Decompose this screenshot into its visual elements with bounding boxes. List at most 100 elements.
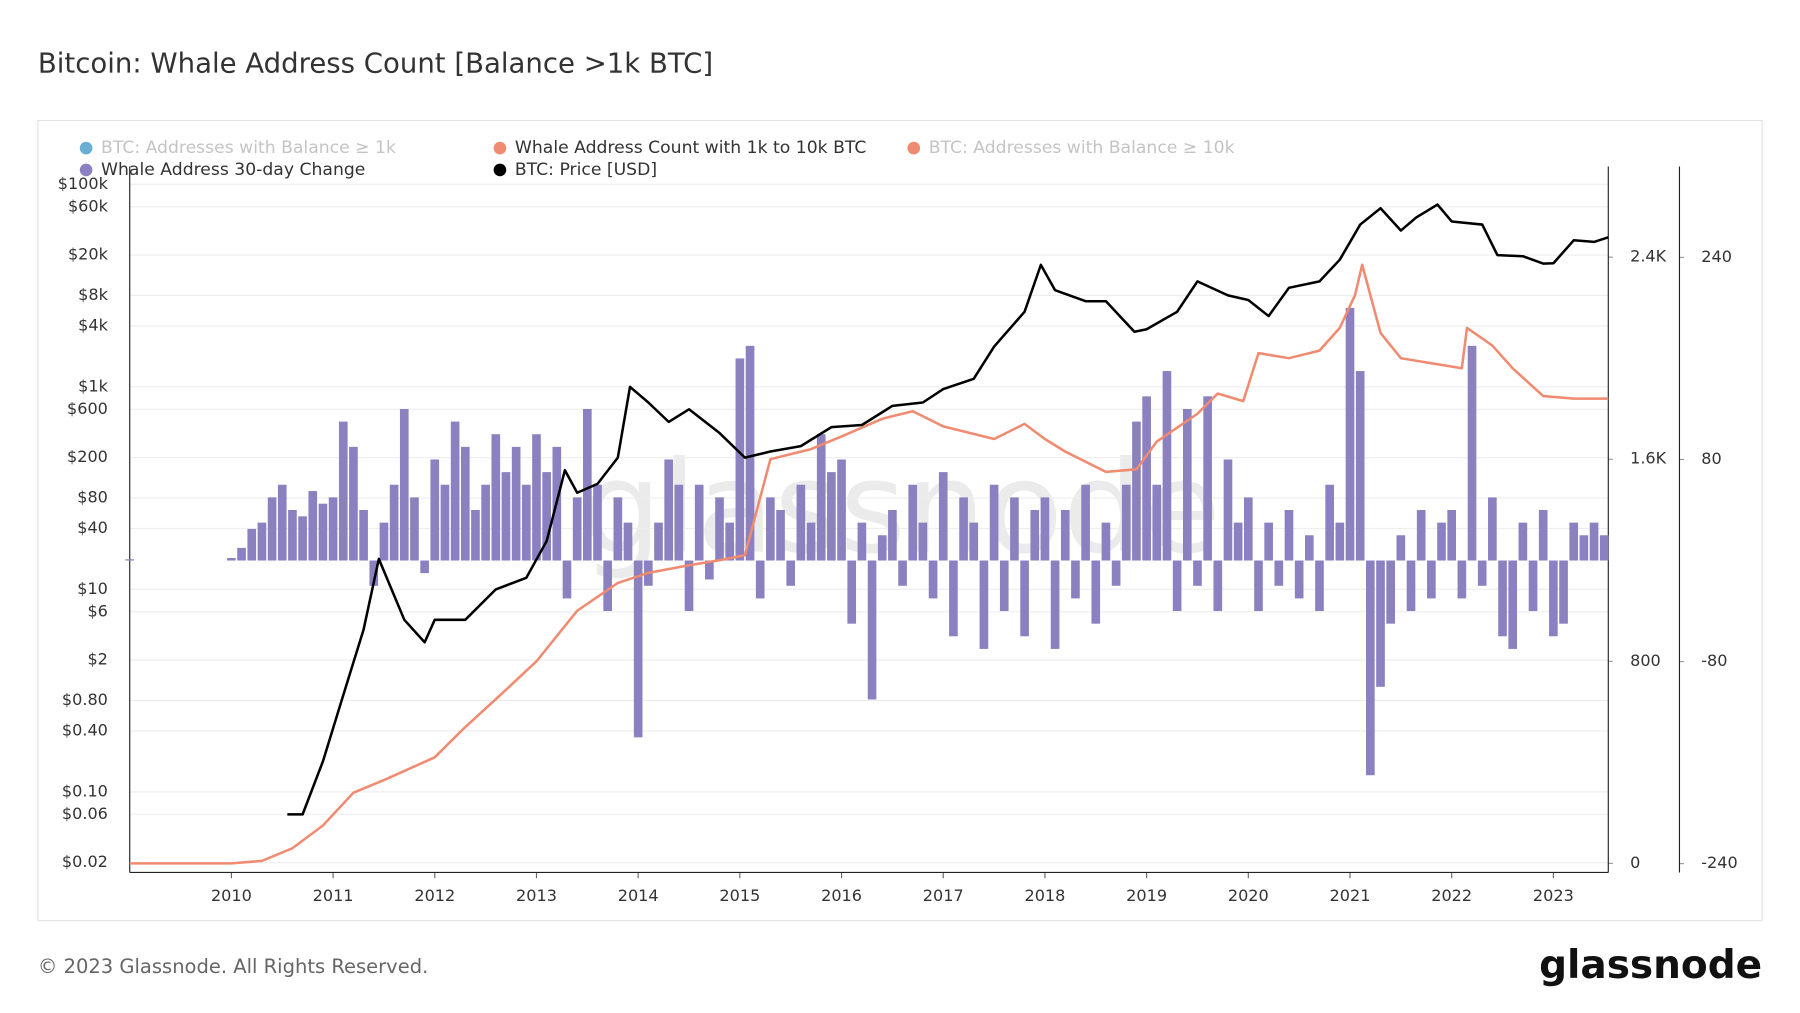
legend-label[interactable]: BTC: Addresses with Balance ≥ 1k [101, 138, 396, 158]
bar [1182, 408, 1192, 561]
bar [1447, 509, 1457, 561]
legend-marker [79, 163, 93, 177]
y-tick-label: $8k [78, 285, 108, 304]
y3-tick-label: 240 [1701, 247, 1732, 266]
y2-tick-label: 0 [1630, 853, 1640, 872]
bar [1488, 497, 1497, 561]
y-tick-label: $2 [87, 650, 107, 669]
bar [1213, 560, 1223, 612]
bar [1477, 560, 1487, 586]
bar [430, 459, 440, 561]
bar [1366, 560, 1375, 776]
bar [460, 446, 470, 561]
x-tick-label: 2016 [821, 886, 862, 905]
bar [298, 516, 307, 561]
bar [705, 560, 714, 580]
x-tick-label: 2019 [1126, 886, 1167, 905]
bar [1335, 522, 1345, 561]
bar [1355, 371, 1365, 561]
bar [877, 535, 887, 561]
bar [725, 522, 735, 561]
bar [369, 560, 379, 586]
bar [572, 497, 582, 561]
bar [1203, 396, 1212, 561]
bar [1579, 535, 1589, 561]
copyright: © 2023 Glassnode. All Rights Reserved. [38, 955, 428, 978]
x-tick-label: 2011 [313, 886, 354, 905]
bar [827, 472, 836, 561]
legend-label[interactable]: BTC: Price [USD] [515, 160, 657, 180]
bar [613, 497, 623, 561]
bar [379, 522, 389, 561]
bar [267, 497, 277, 561]
bar [1386, 560, 1395, 624]
bar [867, 560, 877, 700]
y-tick-label: $40 [77, 518, 108, 537]
legend-marker [493, 163, 507, 177]
bar [359, 509, 368, 561]
bar [1406, 560, 1416, 612]
legend-marker [79, 141, 93, 155]
legend-label[interactable]: Whale Address Count with 1k to 10k BTC [515, 138, 867, 158]
y-tick-label: $10 [77, 579, 108, 598]
bar [1152, 484, 1162, 561]
bar [1508, 560, 1518, 649]
y-tick-label: $0.06 [62, 804, 108, 823]
bar [633, 560, 643, 738]
bar [420, 560, 429, 574]
y-tick-label: $1k [78, 376, 108, 395]
x-tick-label: 2013 [516, 886, 557, 905]
bar [806, 522, 816, 561]
bar [989, 484, 999, 561]
bar [654, 522, 663, 561]
bar [694, 484, 704, 561]
y3-tick-label: -80 [1701, 651, 1727, 670]
series-line [129, 263, 1609, 865]
chart-title: Bitcoin: Whale Address Count [Balance >1… [38, 47, 713, 79]
legend-label[interactable]: Whale Address 30-day Change [101, 160, 365, 180]
bar [1416, 509, 1426, 561]
bar [1599, 535, 1609, 561]
bar [1101, 522, 1111, 561]
bar [1457, 560, 1467, 599]
legend-marker [493, 141, 507, 155]
bar [664, 459, 673, 561]
bar [766, 497, 775, 561]
bar [1030, 509, 1040, 561]
y-tick-label: $600 [67, 399, 108, 418]
bar [1243, 497, 1253, 561]
y2-tick-label: 2.4K [1630, 247, 1667, 266]
bar [237, 547, 246, 561]
bar [308, 491, 318, 561]
bar [1081, 484, 1090, 561]
bar [1233, 522, 1243, 561]
bar [857, 522, 867, 561]
y-tick-label: $0.40 [62, 720, 108, 739]
bar [918, 522, 928, 561]
bar [776, 509, 785, 561]
x-tick-label: 2020 [1228, 886, 1269, 905]
y3-tick-label: 80 [1701, 449, 1721, 468]
x-tick-label: 2023 [1533, 886, 1574, 905]
bar [1376, 560, 1385, 687]
bar [349, 446, 358, 561]
bar [1050, 560, 1060, 649]
legend-label[interactable]: BTC: Addresses with Balance ≥ 10k [929, 138, 1235, 158]
bar [938, 472, 948, 561]
y2-tick-label: 800 [1630, 651, 1661, 670]
bar [1569, 522, 1579, 561]
x-tick-label: 2021 [1330, 886, 1371, 905]
bar [908, 484, 918, 561]
bar [969, 522, 979, 561]
bar [1528, 560, 1538, 612]
bar [583, 408, 592, 561]
bar [1549, 560, 1558, 637]
y-tick-label: $200 [67, 447, 108, 466]
bar [1121, 484, 1131, 561]
bar [481, 484, 490, 561]
bar [410, 497, 419, 561]
bar [674, 484, 684, 561]
bar [623, 522, 633, 561]
bar [511, 446, 521, 561]
bar [277, 484, 287, 561]
